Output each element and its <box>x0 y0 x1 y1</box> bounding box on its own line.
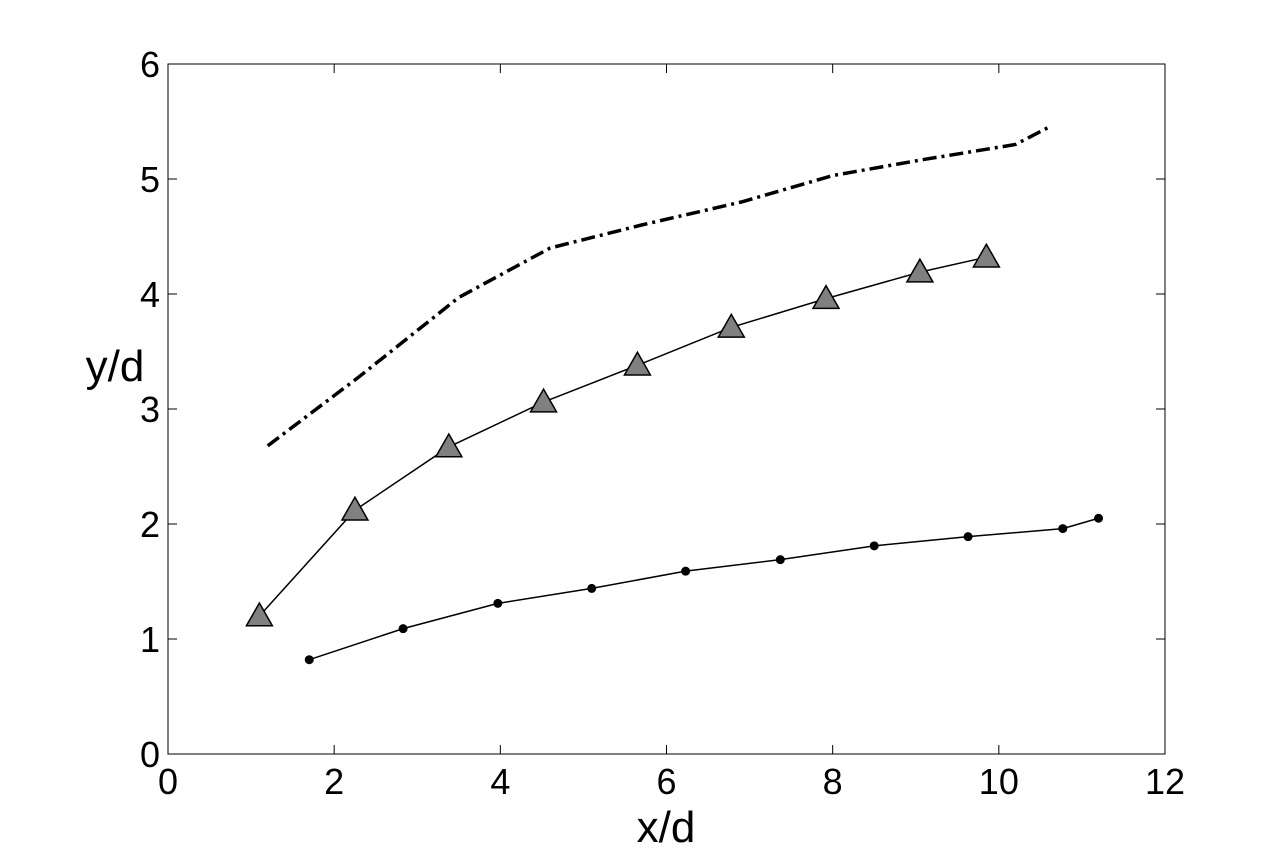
y-axis-label: y/d <box>86 342 145 391</box>
data-point-dot <box>1094 513 1104 523</box>
data-point-triangle <box>972 242 1001 268</box>
data-point-triangle <box>340 495 370 521</box>
x-tick-label: 10 <box>979 761 1019 802</box>
data-point-triangle <box>434 432 464 458</box>
data-point-triangle <box>245 601 274 627</box>
data-point-dot <box>304 655 314 665</box>
series-line <box>309 517 1099 661</box>
data-point-triangle <box>529 387 558 413</box>
data-point-triangle <box>905 257 935 283</box>
y-tick-label: 1 <box>140 619 160 660</box>
series-3 <box>304 513 1104 665</box>
series-line <box>266 125 1050 448</box>
data-point-dot <box>1058 524 1068 534</box>
plot-area-frame <box>167 63 1166 755</box>
data-point-triangle <box>811 284 841 310</box>
data-point-dot <box>493 598 503 608</box>
y-tick-label: 3 <box>140 389 160 430</box>
data-point-dot <box>869 541 879 551</box>
x-axis-label: x/d <box>637 803 696 852</box>
y-tick-label: 2 <box>140 504 160 545</box>
x-tick-label: 8 <box>823 761 843 802</box>
data-point-dot <box>963 532 973 542</box>
x-tick-label: 12 <box>1145 761 1185 802</box>
data-point-triangle <box>623 350 652 376</box>
y-tick-labels: 0 1 2 3 4 5 6 <box>140 44 160 775</box>
data-point-dot <box>398 624 408 634</box>
x-tick-labels: 0 2 4 6 8 10 12 <box>158 761 1185 802</box>
series-2 <box>245 242 1001 627</box>
y-tick-label: 5 <box>140 159 160 200</box>
x-tick-label: 0 <box>158 761 178 802</box>
series-1 <box>266 125 1050 448</box>
x-tick-label: 2 <box>324 761 344 802</box>
y-tick-label: 4 <box>140 274 160 315</box>
series-layer <box>245 125 1104 665</box>
data-point-triangle <box>717 312 746 338</box>
data-point-dot <box>587 583 597 593</box>
x-tick-label: 6 <box>656 761 676 802</box>
y-tick-label: 6 <box>140 44 160 85</box>
data-point-dot <box>775 555 785 565</box>
axis-ticks <box>167 63 1166 755</box>
y-tick-label: 0 <box>140 734 160 775</box>
x-tick-label: 4 <box>490 761 510 802</box>
data-point-dot <box>681 566 691 576</box>
